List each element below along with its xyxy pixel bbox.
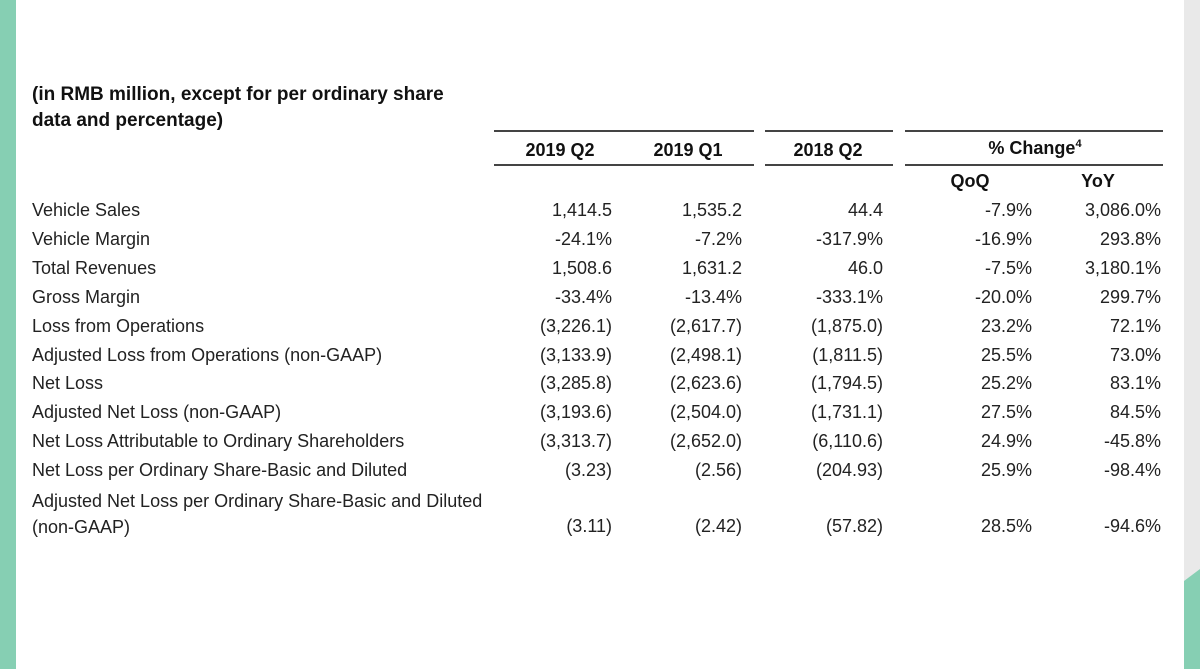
cell-yoy: -45.8% <box>1103 431 1161 451</box>
cell-qoq: -16.9% <box>974 229 1032 249</box>
header-rule-top-left <box>494 130 754 132</box>
cell-2019-q2: (3,226.1) <box>539 316 612 336</box>
cell-yoy: 299.7% <box>1099 287 1161 307</box>
row-label: Net Loss <box>32 373 104 393</box>
cell-2019-q1: (2.42) <box>694 516 742 536</box>
right-gutter <box>1184 0 1200 669</box>
cell-2019-q1: (2.56) <box>694 460 742 480</box>
cell-qoq: 28.5% <box>980 516 1032 536</box>
cell-2018-q2: -333.1% <box>815 287 883 307</box>
cell-2018-q2: -317.9% <box>815 229 883 249</box>
column-header-pct-change: % Change4 <box>950 138 1120 159</box>
cell-2019-q2: (3,313.7) <box>539 431 612 451</box>
cell-yoy: 73.0% <box>1109 345 1161 365</box>
row-label: Adjusted Net Loss per Ordinary Share-Bas… <box>32 491 483 537</box>
footnote-marker: 4 <box>1075 138 1082 150</box>
column-header-2018-q2: 2018 Q2 <box>793 140 863 160</box>
header-rule-bottom-left <box>494 164 754 166</box>
cell-2018-q2: (1,794.5) <box>810 373 883 393</box>
cell-2019-q2: 1,508.6 <box>551 258 612 278</box>
row-label: Gross Margin <box>32 287 141 307</box>
cell-yoy: 293.8% <box>1099 229 1161 249</box>
table-row: Gross Margin -33.4% -13.4% -333.1% -20.0% 299… <box>0 286 1200 315</box>
cell-2019-q2: (3.23) <box>564 460 612 480</box>
row-label: Total Revenues <box>32 258 157 278</box>
cell-2018-q2: (1,731.1) <box>810 402 883 422</box>
cell-2019-q2: (3,133.9) <box>539 345 612 365</box>
cell-2019-q1: (2,498.1) <box>669 345 742 365</box>
cell-2019-q2: -24.1% <box>554 229 612 249</box>
column-header-yoy: YoY <box>1081 171 1115 191</box>
cell-yoy: 83.1% <box>1109 373 1161 393</box>
row-label: Adjusted Loss from Operations (non-GAAP) <box>32 345 383 365</box>
cell-yoy: 3,086.0% <box>1084 200 1161 220</box>
cell-2019-q2: 1,414.5 <box>551 200 612 220</box>
header-rule-top-change <box>905 130 1163 132</box>
table-heading: (in RMB million, except for per ordinary… <box>32 84 444 131</box>
column-header-2019-q1: 2019 Q1 <box>653 140 723 160</box>
cell-yoy: 72.1% <box>1109 316 1161 336</box>
table-row: Adjusted Loss from Operations (non-GAAP)… <box>0 344 1200 373</box>
cell-qoq: 24.9% <box>980 431 1032 451</box>
column-header-2019-q2: 2019 Q2 <box>525 140 595 160</box>
table-row: Net Loss (3,285.8) (2,623.6) (1,794.5) 25.2%… <box>0 372 1200 401</box>
cell-2018-q2: 44.4 <box>847 200 883 220</box>
header-rule-top-2018 <box>765 130 893 132</box>
table-row: Total Revenues 1,508.6 1,631.2 46.0 -7.5% 3,1… <box>0 257 1200 286</box>
table-row: Net Loss Attributable to Ordinary Shareh… <box>0 430 1200 459</box>
cell-yoy: 3,180.1% <box>1084 258 1161 278</box>
cell-yoy: -94.6% <box>1103 516 1161 536</box>
cell-2018-q2: (57.82) <box>825 516 883 536</box>
cell-2019-q1: 1,631.2 <box>681 258 742 278</box>
cell-2019-q1: (2,623.6) <box>669 373 742 393</box>
cell-qoq: -7.9% <box>984 200 1032 220</box>
row-label: Vehicle Margin <box>32 229 151 249</box>
cell-qoq: 27.5% <box>980 402 1032 422</box>
row-label: Adjusted Net Loss (non-GAAP) <box>32 402 282 422</box>
pct-change-label: % Change <box>988 138 1076 158</box>
table-row: Adjusted Net Loss per Ordinary Share-Bas… <box>0 488 1200 537</box>
cell-2019-q1: (2,617.7) <box>669 316 742 336</box>
cell-2018-q2: (1,875.0) <box>810 316 883 336</box>
cell-2018-q2: (6,110.6) <box>812 431 883 451</box>
table-row: Vehicle Margin -24.1% -7.2% -317.9% -16.9% 29… <box>0 228 1200 257</box>
column-header-qoq: QoQ <box>950 171 990 191</box>
cell-2019-q1: 1,535.2 <box>681 200 742 220</box>
cell-2019-q2: -33.4% <box>554 287 612 307</box>
cell-2019-q1: (2,504.0) <box>669 402 742 422</box>
cell-qoq: -7.5% <box>984 258 1032 278</box>
table-row: Adjusted Net Loss (non-GAAP) (3,193.6) (2,… <box>0 401 1200 430</box>
cell-yoy: -98.4% <box>1103 460 1161 480</box>
left-accent-stripe <box>0 0 16 669</box>
table-row: Net Loss per Ordinary Share-Basic and Di… <box>0 459 1200 488</box>
cell-2019-q2: (3,193.6) <box>539 402 612 422</box>
row-label: Net Loss per Ordinary Share-Basic and Di… <box>32 460 408 480</box>
cell-2019-q2: (3.11) <box>566 516 612 536</box>
corner-accent <box>1184 569 1200 669</box>
table-row: Loss from Operations (3,226.1) (2,617.7) (1… <box>0 315 1200 344</box>
document-panel <box>16 0 1184 669</box>
cell-qoq: 25.9% <box>980 460 1032 480</box>
table-row: Vehicle Sales 1,414.5 1,535.2 44.4 -7.9% 3,08… <box>0 199 1200 228</box>
cell-qoq: -20.0% <box>974 287 1032 307</box>
cell-2018-q2: 46.0 <box>847 258 883 278</box>
header-rule-bottom-2018 <box>765 164 893 166</box>
header-rule-bottom-change <box>905 164 1163 166</box>
cell-2018-q2: (204.93) <box>815 460 883 480</box>
cell-2019-q2: (3,285.8) <box>539 373 612 393</box>
cell-2018-q2: (1,811.5) <box>812 345 883 365</box>
cell-qoq: 23.2% <box>980 316 1032 336</box>
row-label: Net Loss Attributable to Ordinary Shareh… <box>32 431 405 451</box>
cell-2019-q1: (2,652.0) <box>669 431 742 451</box>
cell-qoq: 25.5% <box>980 345 1032 365</box>
row-label: Loss from Operations <box>32 316 205 336</box>
cell-2019-q1: -13.4% <box>684 287 742 307</box>
row-label: Vehicle Sales <box>32 200 141 220</box>
cell-yoy: 84.5% <box>1109 402 1161 422</box>
cell-qoq: 25.2% <box>980 373 1032 393</box>
cell-2019-q1: -7.2% <box>694 229 742 249</box>
